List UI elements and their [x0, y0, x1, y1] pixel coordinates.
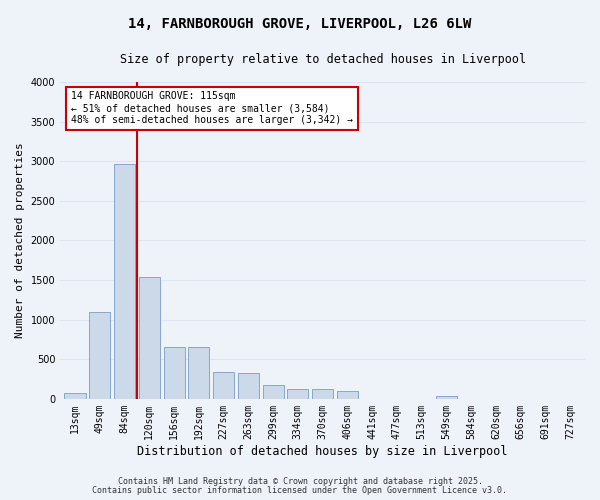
Bar — [64, 393, 86, 399]
Text: 14, FARNBOROUGH GROVE, LIVERPOOL, L26 6LW: 14, FARNBOROUGH GROVE, LIVERPOOL, L26 6L… — [128, 18, 472, 32]
Title: Size of property relative to detached houses in Liverpool: Size of property relative to detached ho… — [119, 52, 526, 66]
Bar — [213, 372, 234, 399]
X-axis label: Distribution of detached houses by size in Liverpool: Distribution of detached houses by size … — [137, 444, 508, 458]
Bar — [89, 312, 110, 399]
Y-axis label: Number of detached properties: Number of detached properties — [15, 142, 25, 338]
Bar — [238, 372, 259, 399]
Bar — [312, 388, 333, 399]
Text: Contains public sector information licensed under the Open Government Licence v3: Contains public sector information licen… — [92, 486, 508, 495]
Bar — [287, 388, 308, 399]
Bar — [436, 396, 457, 399]
Bar — [263, 385, 284, 399]
Bar — [164, 346, 185, 399]
Text: Contains HM Land Registry data © Crown copyright and database right 2025.: Contains HM Land Registry data © Crown c… — [118, 477, 482, 486]
Bar — [139, 277, 160, 399]
Bar — [188, 348, 209, 399]
Bar — [337, 391, 358, 399]
Text: 14 FARNBOROUGH GROVE: 115sqm
← 51% of detached houses are smaller (3,584)
48% of: 14 FARNBOROUGH GROVE: 115sqm ← 51% of de… — [71, 92, 353, 124]
Bar — [114, 164, 135, 399]
